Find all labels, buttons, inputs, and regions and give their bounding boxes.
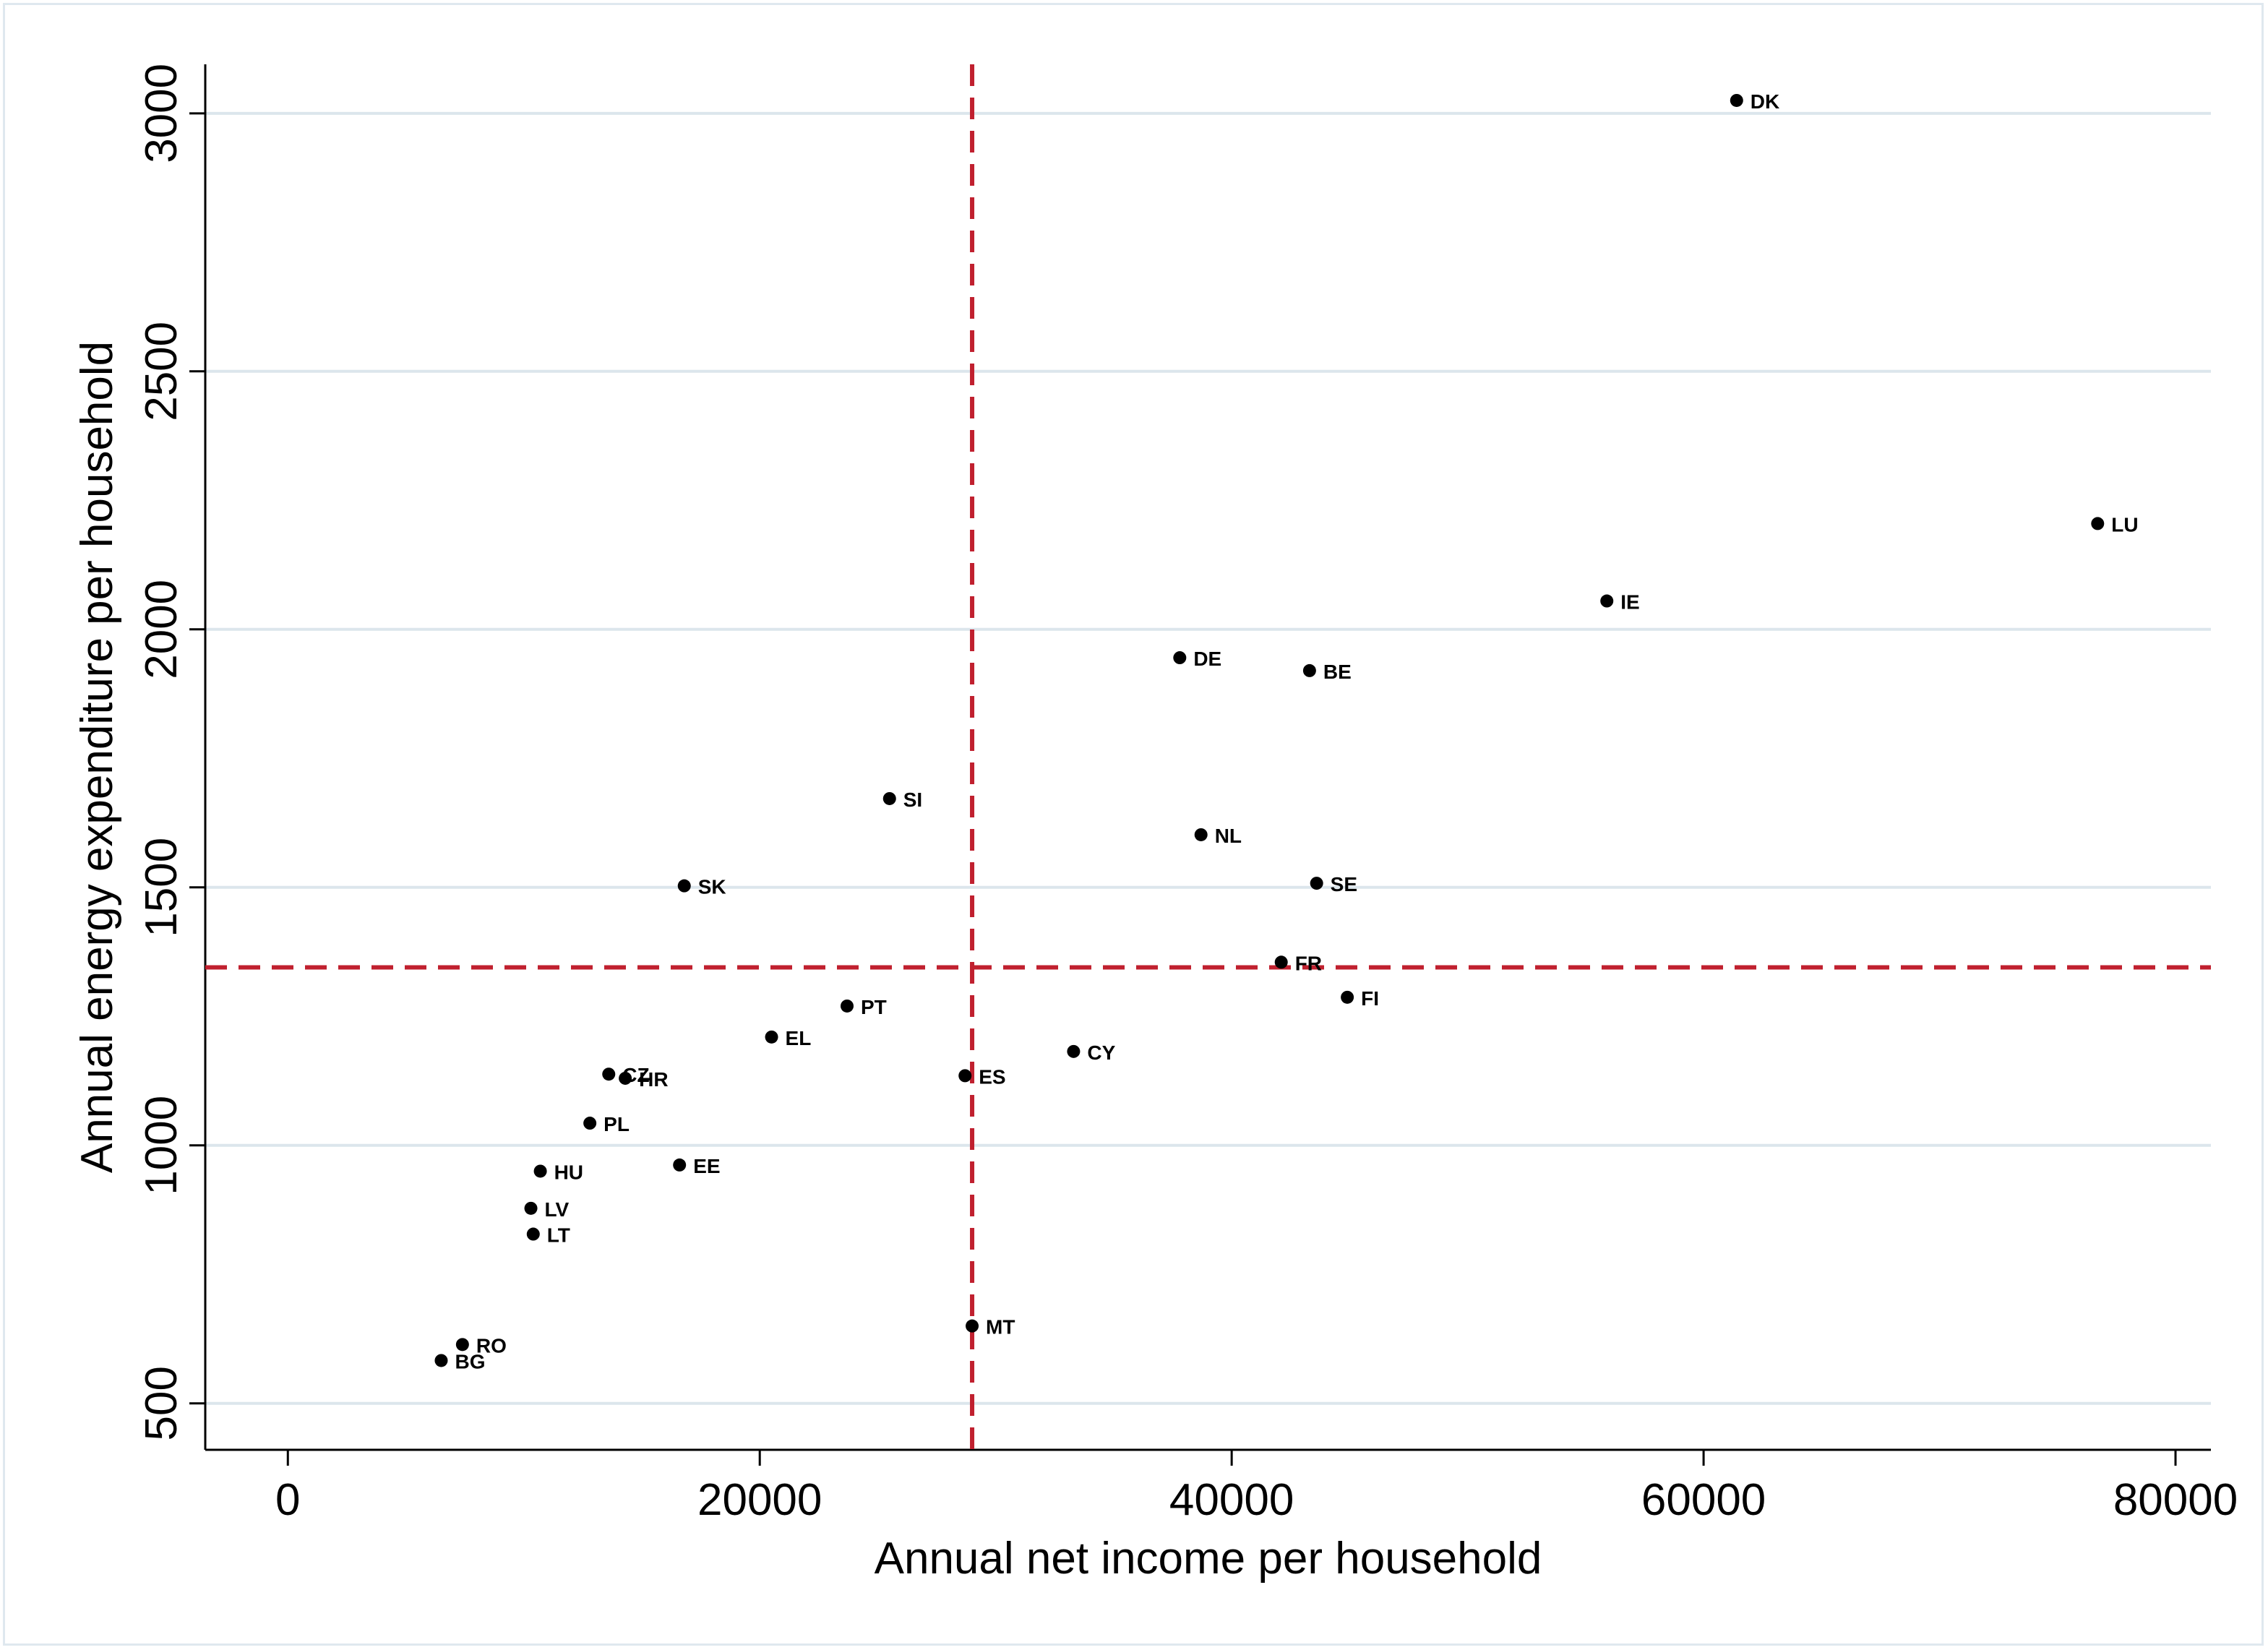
point-ro — [455, 1338, 469, 1352]
point-label-dk: DK — [1751, 90, 1779, 113]
point-si — [882, 791, 896, 805]
point-ie — [1600, 594, 1614, 608]
y-tick-label: 2500 — [137, 322, 186, 421]
x-axis-title: Annual net income per household — [875, 1534, 1542, 1584]
x-tick-label: 40000 — [1169, 1475, 1294, 1525]
point-de — [1173, 651, 1187, 665]
point-label-ie: IE — [1620, 591, 1639, 614]
point-label-ee: EE — [693, 1155, 720, 1177]
point-label-se: SE — [1331, 873, 1357, 895]
point-label-mt: MT — [986, 1316, 1015, 1339]
point-label-cy: CY — [1087, 1041, 1115, 1064]
point-dk — [1730, 93, 1743, 107]
point-hr — [619, 1071, 632, 1085]
point-nl — [1194, 828, 1208, 841]
point-lt — [526, 1227, 540, 1241]
point-label-ro: RO — [476, 1334, 507, 1357]
y-tick-label: 1500 — [137, 838, 186, 937]
point-se — [1310, 877, 1323, 890]
point-fi — [1341, 990, 1354, 1004]
point-label-pt: PT — [861, 996, 887, 1018]
chart-frame: 500 1000 1500 2000 2500 3000 0 20000 40000 60000 8… — [3, 3, 2264, 1646]
y-tick-label: 2000 — [137, 580, 186, 679]
y-tick-label: 1000 — [137, 1096, 186, 1195]
scatter-chart: 500 1000 1500 2000 2500 3000 0 20000 40000 60000 8… — [72, 64, 2238, 1584]
point-label-pl: PL — [603, 1113, 630, 1135]
x-tick-label: 80000 — [2113, 1475, 2238, 1525]
y-axis-title: Annual energy expenditure per household — [72, 341, 122, 1173]
point-cy — [1067, 1044, 1081, 1058]
reference-lines — [205, 64, 2211, 1450]
point-label-hr: HR — [639, 1068, 668, 1091]
point-bg — [434, 1354, 448, 1367]
point-label-lu: LU — [2111, 513, 2138, 536]
point-pl — [583, 1117, 597, 1130]
point-label-sk: SK — [698, 876, 726, 898]
point-mt — [966, 1319, 979, 1333]
point-lu — [2091, 517, 2105, 530]
gridlines — [205, 111, 2211, 1405]
point-sk — [677, 879, 691, 893]
point-label-es: ES — [979, 1065, 1005, 1088]
point-label-hu: HU — [554, 1161, 583, 1183]
point-ee — [673, 1158, 687, 1172]
point-label-fi: FI — [1361, 987, 1379, 1010]
point-label-bg: BG — [455, 1350, 485, 1372]
point-label-lv: LV — [545, 1198, 570, 1221]
x-tick-label: 60000 — [1641, 1475, 1766, 1525]
point-label-lt: LT — [547, 1224, 570, 1247]
point-label-fr: FR — [1295, 952, 1322, 974]
point-label-el: EL — [786, 1027, 812, 1049]
axes: 500 1000 1500 2000 2500 3000 0 20000 40000 60000 8… — [137, 64, 2238, 1525]
point-lv — [524, 1201, 538, 1215]
point-pt — [841, 999, 854, 1013]
point-el — [765, 1030, 778, 1044]
point-label-si: SI — [903, 789, 922, 811]
point-label-be: BE — [1323, 661, 1352, 683]
y-tick-label: 500 — [137, 1366, 186, 1440]
point-label-de: DE — [1193, 648, 1221, 670]
point-es — [958, 1069, 972, 1083]
point-be — [1302, 663, 1316, 677]
point-cz — [602, 1067, 616, 1081]
point-hu — [533, 1164, 547, 1178]
point-label-nl: NL — [1215, 825, 1242, 847]
point-fr — [1274, 955, 1288, 969]
x-tick-label: 20000 — [697, 1475, 822, 1525]
y-tick-label: 3000 — [137, 64, 186, 163]
x-tick-label: 0 — [275, 1475, 300, 1525]
